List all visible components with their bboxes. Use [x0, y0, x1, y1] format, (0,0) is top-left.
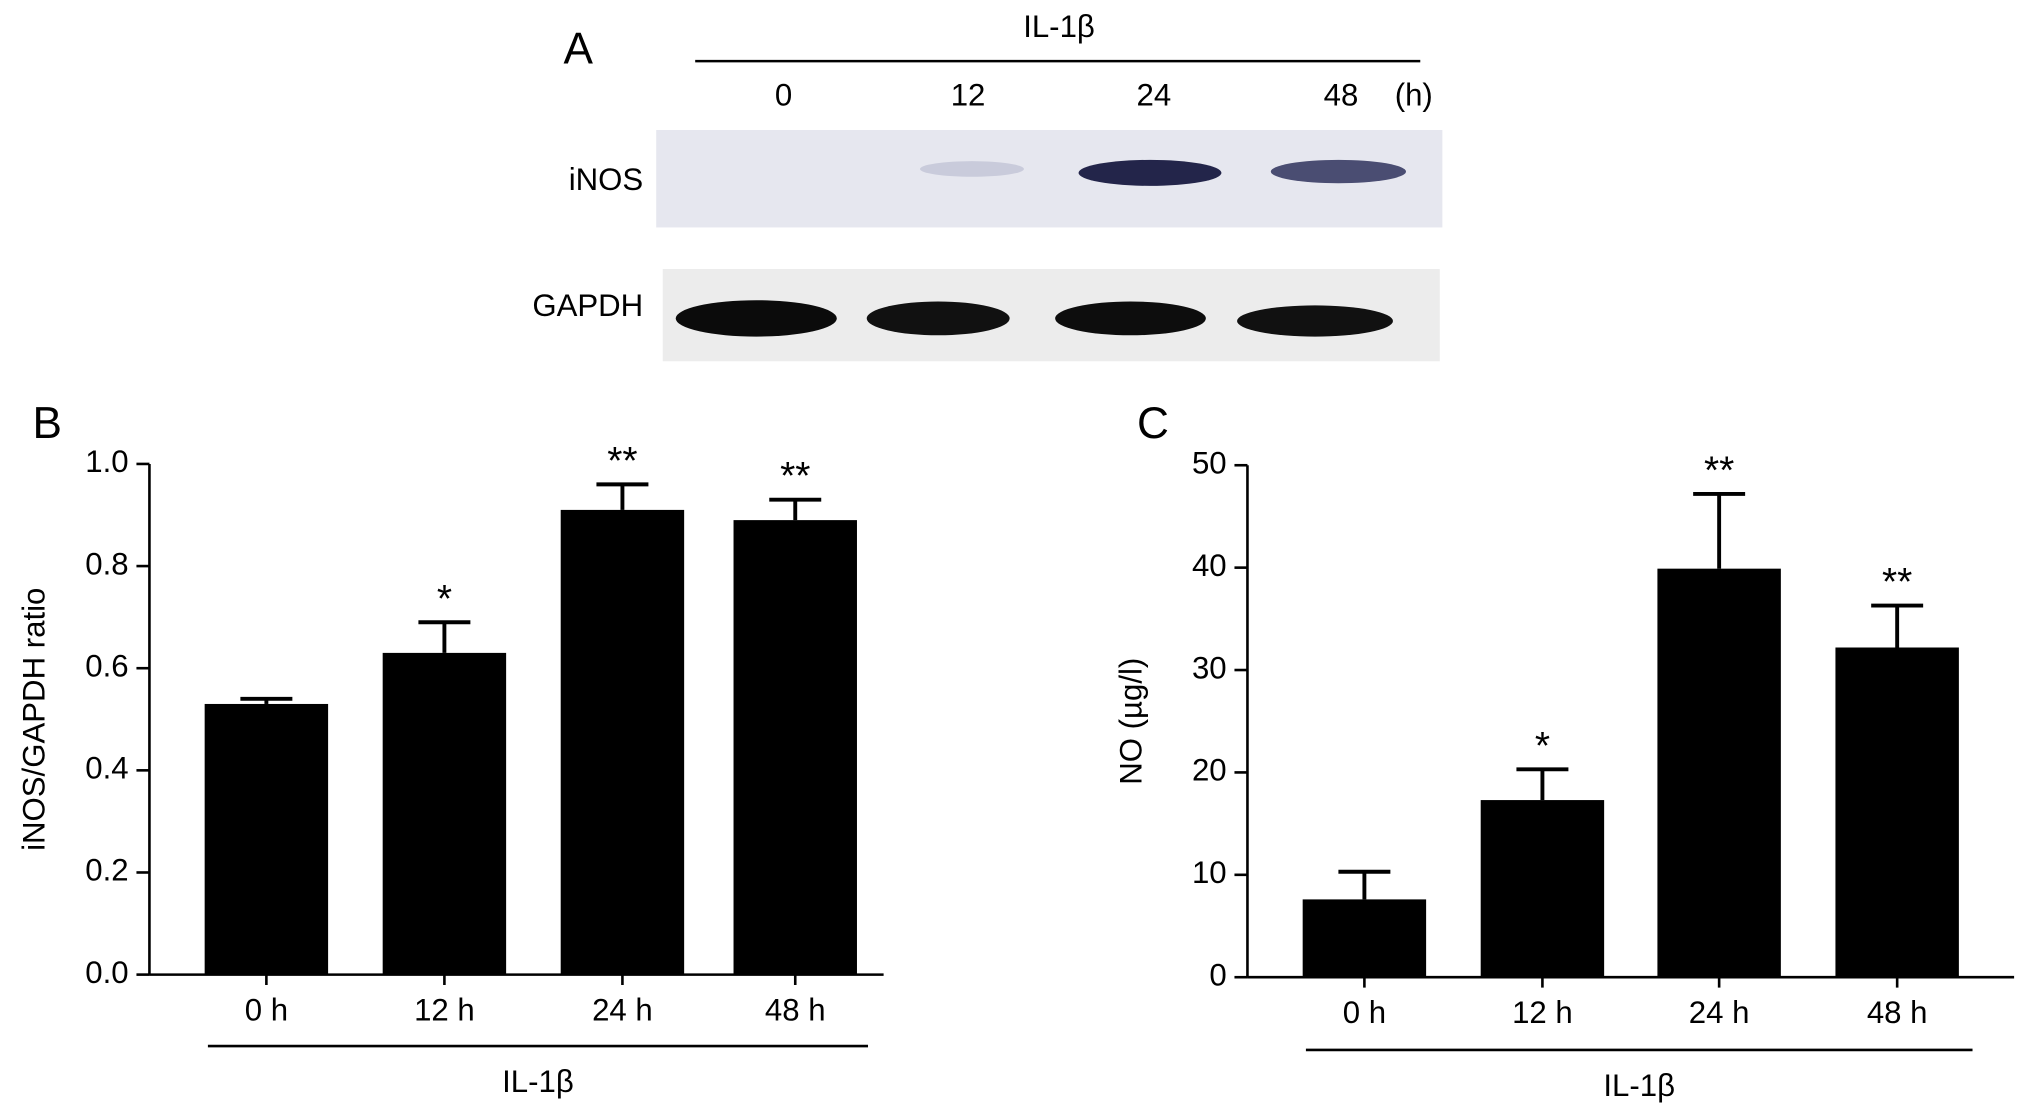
lane-label: 0 — [775, 78, 792, 113]
group-label: IL-1β — [1603, 1068, 1675, 1103]
row-label: GAPDH — [532, 288, 643, 323]
x-tick-label: 0 h — [1343, 995, 1386, 1030]
bar — [1302, 899, 1427, 978]
bar — [733, 520, 857, 975]
bar — [560, 509, 685, 975]
significance-label: ** — [1704, 449, 1734, 492]
group-label: IL-1β — [502, 1064, 574, 1099]
significance-label: ** — [1882, 561, 1912, 604]
y-axis-label: NO (µg/l) — [1113, 658, 1148, 785]
y-tick-label: 20 — [1192, 753, 1227, 788]
y-tick-label: 50 — [1192, 445, 1227, 480]
lane-label: 24 — [1137, 78, 1172, 113]
x-tick-label: 48 h — [1867, 995, 1928, 1030]
lane-label: 12 — [951, 78, 986, 113]
y-axis-label: iNOS/GAPDH ratio — [17, 588, 52, 851]
x-tick-label: 12 h — [414, 993, 475, 1028]
lane-label: 48 — [1324, 78, 1359, 113]
x-tick-label: 0 h — [245, 993, 288, 1028]
y-tick-label: 0.0 — [85, 955, 128, 990]
treatment-label: IL-1β — [1023, 9, 1095, 44]
row-label: iNOS — [569, 162, 643, 197]
x-tick-label: 12 h — [1512, 995, 1573, 1030]
y-tick-label: 0.6 — [85, 648, 128, 683]
significance-label: ** — [607, 440, 637, 483]
x-tick-label: 24 h — [1689, 995, 1750, 1030]
y-tick-label: 0 — [1209, 957, 1226, 992]
blot-image — [656, 129, 1443, 362]
x-tick-label: 24 h — [592, 993, 653, 1028]
y-tick-label: 30 — [1192, 650, 1227, 685]
panel-label: A — [564, 25, 594, 74]
significance-label: * — [437, 578, 452, 621]
bar — [204, 703, 329, 975]
bar — [1835, 647, 1959, 978]
significance-label: * — [1535, 725, 1550, 768]
bar — [1657, 568, 1781, 978]
y-tick-label: 1.0 — [85, 444, 128, 479]
y-tick-label: 10 — [1192, 855, 1227, 890]
y-tick-label: 0.8 — [85, 546, 128, 581]
panel-label: B — [32, 399, 61, 448]
y-tick-label: 40 — [1192, 548, 1227, 583]
unit-label: (h) — [1395, 78, 1433, 113]
bar — [382, 652, 507, 975]
bar — [1480, 800, 1605, 978]
x-tick-label: 48 h — [765, 993, 826, 1028]
panel-label: C — [1137, 399, 1169, 448]
y-tick-label: 0.4 — [85, 751, 128, 786]
y-tick-label: 0.2 — [85, 853, 128, 888]
significance-label: ** — [780, 455, 810, 498]
